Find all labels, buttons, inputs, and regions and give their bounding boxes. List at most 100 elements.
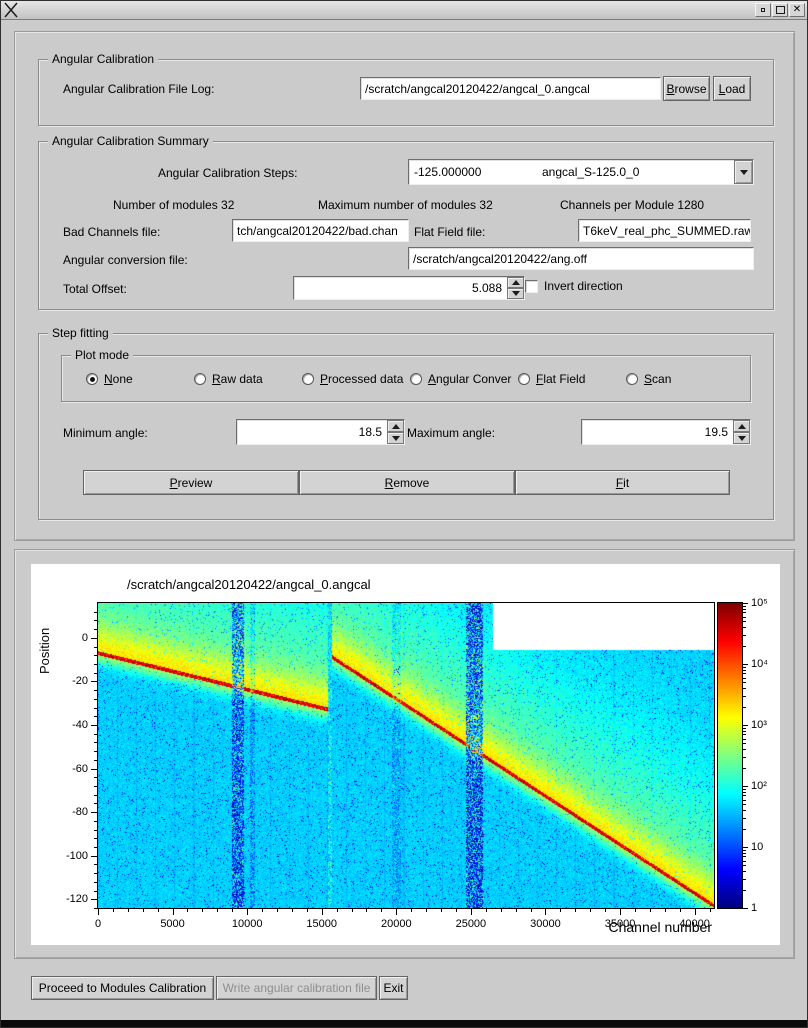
flat-field-input[interactable]: T6keV_real_phc_SUMMED.raw [578, 219, 751, 242]
exit-button[interactable]: Exit [379, 976, 408, 1000]
min-angle-spinbox[interactable]: 18.5 [236, 419, 405, 445]
controls-panel: Angular Calibration Angular Calibration … [14, 31, 795, 541]
step-name: angcal_S-125.0_0 [542, 165, 640, 179]
tick-label: 0 [81, 631, 88, 644]
axis-tick [94, 794, 98, 796]
spin-down-button[interactable] [387, 432, 404, 444]
axis-tick [94, 873, 98, 875]
axis-tick [91, 725, 98, 726]
axis-tick [351, 909, 353, 912]
axis-tick [94, 838, 98, 840]
axis-tick [575, 909, 577, 912]
spin-up-button[interactable] [507, 277, 524, 288]
radio-icon [194, 373, 206, 385]
close-button[interactable]: ✕ [789, 3, 805, 17]
axis-tick [743, 856, 746, 858]
tick-label: -120 [65, 893, 88, 906]
plot-title: /scratch/angcal20120422/angcal_0.angcal [127, 577, 371, 592]
remove-button[interactable]: Remove [299, 470, 515, 495]
axis-tick [485, 909, 487, 912]
total-offset-spinbox[interactable]: 5.088 [293, 276, 525, 300]
spin-down-icon [391, 435, 400, 441]
axis-tick [743, 852, 746, 854]
plot-mode-radio-raw-data[interactable]: Raw data [194, 371, 263, 387]
axis-tick [94, 786, 98, 787]
window-frame-bottom [1, 1020, 807, 1027]
radio-label: Scan [644, 372, 672, 386]
group-title: Angular Calibration Summary [48, 134, 213, 148]
ang-conv-input[interactable]: /scratch/angcal20120422/ang.off [408, 247, 754, 270]
axis-tick [743, 786, 748, 787]
axis-tick [247, 909, 249, 915]
axis-tick [94, 820, 98, 822]
flat-field-label: Flat Field file: [414, 225, 486, 239]
tick-label: 10³ [751, 719, 767, 731]
spin-down-button[interactable] [507, 288, 524, 299]
tick-label: 35000 [604, 918, 636, 930]
axis-tick [94, 664, 98, 665]
axis-tick [217, 909, 219, 912]
minimize-button[interactable] [755, 3, 771, 17]
group-title: Plot mode [71, 348, 134, 362]
titlebar[interactable]: ✕ [1, 1, 807, 20]
tick-label: -20 [72, 675, 88, 688]
axis-tick [94, 672, 98, 674]
axis-tick [127, 909, 129, 912]
axis-tick [91, 768, 98, 770]
fit-button[interactable]: Fit [515, 470, 730, 495]
steps-combobox[interactable]: -125.000000 angcal_S-125.0_0 [408, 159, 754, 185]
group-title: Angular Calibration [48, 52, 159, 66]
file-log-label: Angular Calibration File Log: [63, 82, 215, 96]
axis-tick [743, 847, 748, 848]
browse-button[interactable]: Browse [663, 76, 710, 101]
radio-label: Raw data [212, 372, 263, 386]
max-angle-spinbox[interactable]: 19.5 [581, 419, 751, 445]
plot-mode-radio-angular-conversion[interactable]: Angular Conver [410, 371, 511, 387]
total-offset-value: 5.088 [471, 281, 502, 295]
num-modules-text: Number of modules 32 [113, 198, 235, 212]
spin-up-button[interactable] [733, 420, 750, 432]
plot-mode-radio-none[interactable]: None [86, 371, 133, 387]
x-axis-label: Channel number [608, 919, 712, 935]
invert-direction-label: Invert direction [544, 279, 623, 293]
axis-tick [262, 909, 264, 912]
spin-up-icon [511, 280, 520, 285]
axis-tick [91, 637, 98, 639]
axis-tick [276, 909, 278, 912]
total-offset-label: Total Offset: [63, 282, 127, 296]
spin-down-icon [737, 435, 746, 441]
axis-tick [743, 865, 746, 867]
axis-tick [620, 909, 622, 915]
proceed-modules-calibration-button[interactable]: Proceed to Modules Calibration [31, 976, 214, 1000]
write-file-button[interactable]: Write angular calibration file [216, 976, 377, 1000]
close-icon: ✕ [792, 4, 802, 15]
load-button[interactable]: Load [713, 76, 751, 101]
preview-button[interactable]: Preview [83, 470, 299, 495]
radio-label: Angular Conver [428, 372, 512, 386]
axis-tick [321, 909, 323, 915]
maximize-button[interactable] [772, 3, 788, 17]
axis-tick [94, 690, 98, 692]
angular-calibration-group: Angular Calibration Angular Calibration … [38, 52, 774, 126]
axis-tick [172, 909, 174, 915]
plot-mode-radio-scan[interactable]: Scan [626, 371, 671, 387]
spin-up-button[interactable] [387, 420, 404, 432]
axis-tick [98, 909, 99, 915]
axis-tick [743, 871, 746, 873]
axis-tick [743, 878, 746, 880]
plot-mode-radio-flat-field[interactable]: Flat Field [518, 371, 585, 387]
axis-tick [743, 908, 748, 909]
tick-label: 10 [751, 841, 764, 853]
axis-tick [743, 860, 746, 862]
radio-icon [518, 373, 530, 385]
invert-direction-checkbox[interactable] [525, 279, 538, 293]
dropdown-arrow-button[interactable] [734, 160, 753, 184]
bad-channels-input[interactable]: tch/angcal20120422/bad.chan [232, 219, 409, 242]
spin-down-button[interactable] [733, 432, 750, 444]
axis-tick [743, 788, 746, 790]
plot-mode-radio-processed-data[interactable]: Processed data [302, 371, 403, 387]
file-log-input[interactable]: /scratch/angcal20120422/angcal_0.angcal [360, 77, 661, 100]
axis-tick [743, 634, 746, 636]
tick-label: -100 [65, 849, 88, 862]
